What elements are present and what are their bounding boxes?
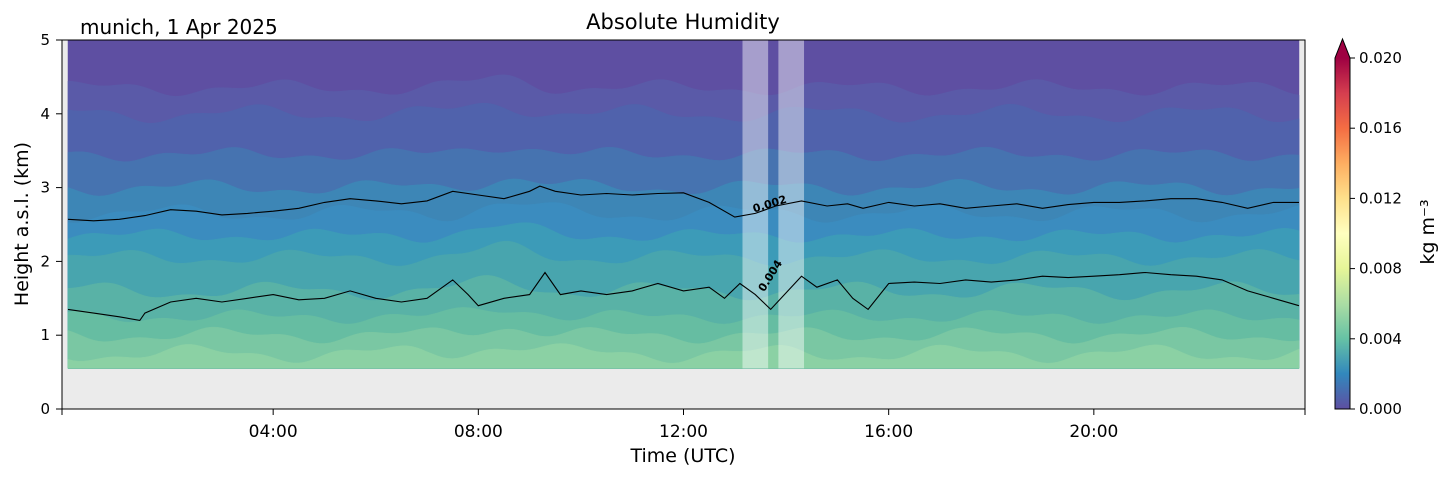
y-tick-label-5: 5 (40, 31, 50, 49)
y-tick-label-4: 4 (40, 105, 50, 123)
colorbar-tick-label-1: 0.004 (1359, 330, 1402, 348)
x-tick-label-3: 16:00 (864, 422, 913, 442)
gap-period-0 (742, 40, 769, 369)
x-tick-label-4: 20:00 (1069, 422, 1118, 442)
contour-line-0002 (67, 185, 1299, 222)
y-tick-label-0: 0 (40, 400, 50, 418)
x-tick-label-2: 12:00 (659, 422, 708, 442)
colorbar-tick-label-4: 0.016 (1359, 119, 1402, 137)
y-tick-label-3: 3 (40, 179, 50, 197)
contour-lines (67, 185, 1300, 322)
colorbar-tick-label-3: 0.012 (1359, 189, 1402, 207)
location-date-label: munich, 1 Apr 2025 (80, 15, 278, 39)
x-tick-label-0: 04:00 (249, 422, 298, 442)
y-axis-label: Height a.s.l. (km) (11, 142, 33, 306)
colorbar-gradient (1335, 58, 1350, 409)
x-tick-label-1: 08:00 (454, 422, 503, 442)
colorbar-tick-label-0: 0.000 (1359, 400, 1402, 418)
x-axis-label: Time (UTC) (629, 445, 735, 467)
humidity-band-11 (67, 343, 1300, 369)
colorbar-tick-label-2: 0.008 (1359, 260, 1402, 278)
colorbar-ticks: 0.000 0.004 0.008 0.012 0.016 0.020 (1350, 49, 1402, 418)
chart-title: Absolute Humidity (586, 10, 780, 34)
y-tick-label-2: 2 (40, 252, 50, 270)
x-axis-ticks: 04:00 08:00 12:00 16:00 20:00 (61, 409, 1306, 442)
contour-line-0004 (67, 271, 1300, 322)
data-gap-periods (742, 40, 805, 369)
colorbar-label: kg m⁻³ (1417, 199, 1439, 264)
colorbar-outline (1334, 37, 1351, 410)
colorbar-tick-label-5: 0.020 (1359, 49, 1402, 67)
humidity-fill-bands (67, 40, 1300, 369)
colorbar: 0.000 0.004 0.008 0.012 0.016 0.020 kg m⁻³ (1334, 37, 1439, 418)
colorbar-extend-arrow (1335, 39, 1350, 58)
y-tick-label-1: 1 (40, 326, 50, 344)
y-axis-ticks: 0 1 2 3 4 5 (40, 31, 62, 418)
